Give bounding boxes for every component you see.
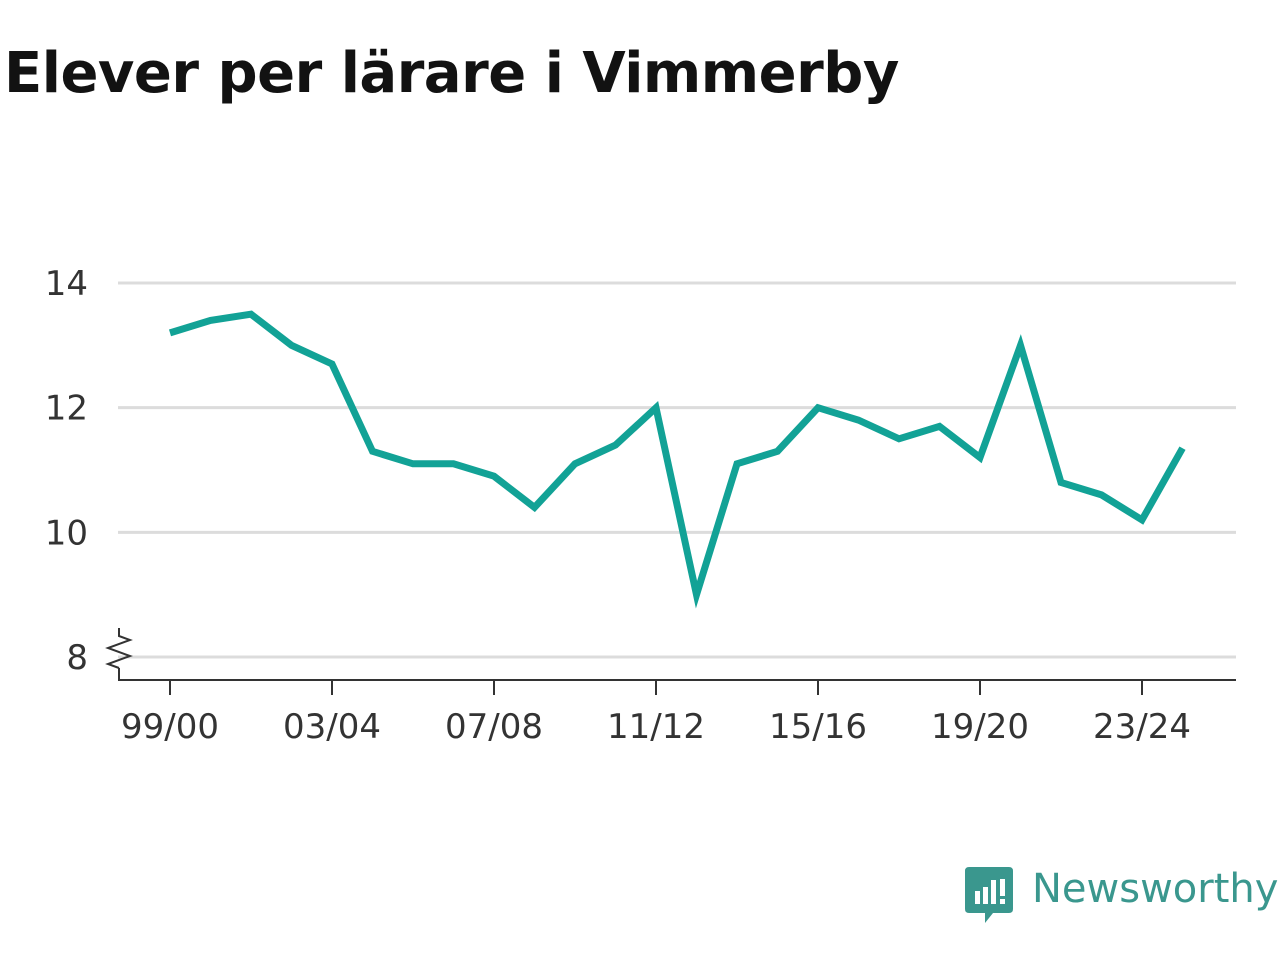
brand-logo: Newsworthy: [963, 864, 1278, 926]
series-line: [168, 310, 1186, 609]
gridlines: [118, 281, 1236, 659]
x-tick-label: 07/08: [445, 707, 543, 747]
x-axis-ticks: 99/00 03/04 07/08 11/12 15/16 19/20 23/24: [121, 680, 1191, 747]
x-tick-label: 19/20: [931, 707, 1029, 747]
y-tick-label: 10: [45, 513, 88, 553]
axis-break-marker: [105, 628, 133, 669]
x-tick-label: 03/04: [283, 707, 381, 747]
x-tick-label: 23/24: [1093, 707, 1191, 747]
y-tick-label: 8: [66, 638, 88, 678]
x-axis: [105, 628, 1236, 681]
y-tick-label: 12: [45, 389, 88, 429]
newsworthy-logo-icon: [965, 867, 1013, 923]
x-tick-label: 99/00: [121, 707, 219, 747]
x-tick-label: 15/16: [769, 707, 867, 747]
x-tick-label: 11/12: [607, 707, 705, 747]
y-tick-label: 14: [45, 264, 88, 304]
chart-title: Elever per lärare i Vimmerby: [4, 41, 899, 106]
y-axis-ticks: 8 10 12 14: [45, 264, 88, 678]
series-line-group: [168, 310, 1186, 609]
brand-name: Newsworthy: [1032, 866, 1279, 912]
